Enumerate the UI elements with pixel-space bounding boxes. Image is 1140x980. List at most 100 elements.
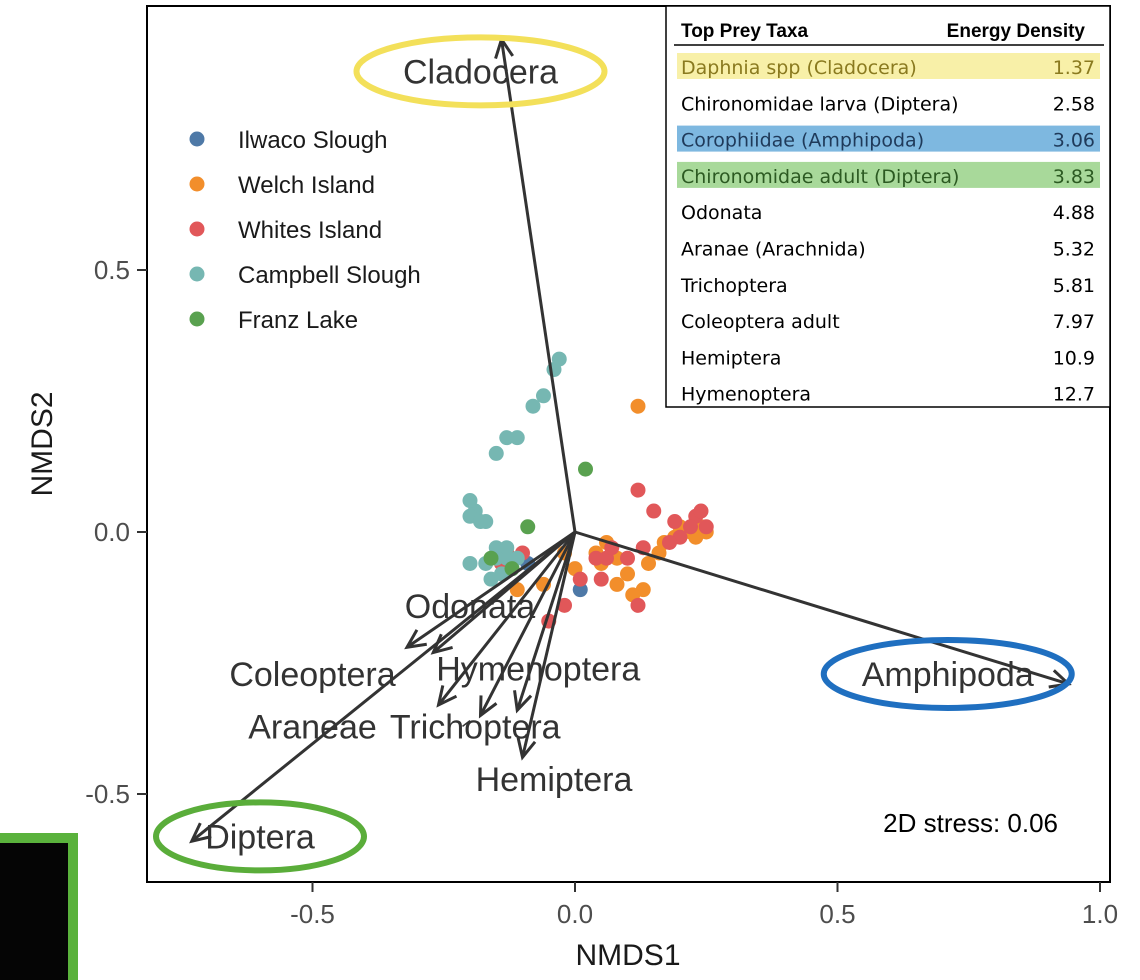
vector-line [521,531,577,758]
data-point [698,519,714,535]
data-point [499,540,515,556]
data-point [662,534,677,550]
data-point [483,550,499,566]
vector-label: Hymenoptera [436,651,640,689]
table-cell-taxon: Hymenoptera [681,384,811,406]
data-point [630,597,646,613]
data-point [462,493,478,509]
y-tick-label: 0.0 [94,517,130,547]
vector-line [500,39,577,533]
biplot-vectors: Cladocera Amphipoda Diptera Odonata Coleopte… [153,34,1075,874]
araneae-leader-line [462,720,471,727]
scatter-points [462,351,714,629]
data-point [578,461,593,477]
inset-image-frame [0,833,78,980]
stress-label: 2D stress: 0.06 [883,808,1058,838]
table-cell-value: 10.9 [1053,347,1095,369]
legend: Ilwaco Slough Welch Island Whites Island Ca… [189,127,421,334]
vector-highlight-ellipse [820,636,1075,711]
data-point [488,445,504,461]
table-cell-value: 5.81 [1053,275,1095,297]
data-point [667,514,683,530]
table-cell-value: 4.88 [1053,202,1095,224]
data-point [620,566,635,582]
vector-line [190,530,576,843]
y-axis-title: NMDS2 [26,391,59,496]
data-point [509,430,525,446]
data-point [620,550,635,566]
data-point [646,503,662,519]
data-point [462,555,478,571]
data-point [572,571,588,587]
data-point [520,519,536,535]
legend-label: Welch Island [238,172,375,199]
data-point [536,388,551,404]
vector-highlight-ellipse [353,34,608,109]
data-point [630,398,646,414]
data-point [593,571,609,587]
table-cell-value: 3.83 [1053,166,1095,188]
vector-arrowhead [189,822,212,844]
energy-density-table: Top Prey Taxa Energy Density Daphnia spp (… [665,5,1111,408]
table-cell-taxon: Hemiptera [681,347,781,369]
table-cell-taxon: Chironomidae adult (Diptera) [681,166,959,188]
x-tick-label: 0.5 [819,899,855,929]
vector-label: Coleoptera [229,656,395,694]
data-point [572,582,588,598]
data-point [609,576,625,592]
vector-arrowhead [516,737,537,761]
vector-arrowhead [478,695,498,719]
vector-arrowhead [513,690,533,714]
y-axis: -0.5 0.0 0.5 [85,255,147,809]
table-cell-taxon: Coleoptera adult [681,311,840,333]
vector-line [479,531,577,717]
vector-highlight-ellipse [153,799,367,874]
x-tick-label: -0.5 [290,899,335,929]
data-point [499,430,515,446]
vector-line [432,530,576,654]
legend-label: Franz Lake [238,307,358,334]
data-point [693,503,709,519]
table-cell-value: 5.32 [1053,239,1095,261]
table-cell-taxon: Chironomidae larva (Diptera) [681,93,959,115]
x-axis-title: NMDS1 [575,939,680,972]
vector-arrowhead [404,629,427,650]
table-cell-taxon: Odonata [681,202,762,224]
legend-label: Ilwaco Slough [238,127,387,154]
table-cell-taxon: Corophiidae (Amphipoda) [681,130,924,152]
data-point [557,597,572,613]
table-cell-value: 7.97 [1053,311,1095,333]
data-point [588,550,604,566]
table-row-highlight [677,53,1100,79]
vector-label: Diptera [205,818,315,856]
x-tick-label: 1.0 [1082,899,1118,929]
data-point [525,398,541,414]
table-cell-taxon: Aranae (Arachnida) [681,239,866,261]
vector-line [406,530,576,649]
vector-label: Cladocera [403,53,558,91]
table-cell-value: 12.7 [1053,384,1095,406]
x-axis: -0.5 0.0 0.5 1.0 [290,882,1118,929]
legend-marker [189,266,205,282]
legend-marker [189,176,205,192]
table-cell-value: 3.06 [1053,130,1095,152]
table-cell-value: 1.37 [1053,57,1095,79]
data-point [683,519,698,535]
data-point [641,555,656,571]
inset-image [0,833,78,980]
vector-line [515,531,577,711]
x-tick-label: 0.0 [557,899,593,929]
vector-line [437,531,577,706]
data-point [630,482,646,498]
legend-label: Whites Island [238,217,382,244]
table-header-energy: Energy Density [947,21,1086,42]
table-row-highlight [677,125,1100,152]
vector-label: Trichoptera [390,708,561,746]
vector-label: Hemiptera [476,761,633,799]
vector-arrowhead [430,633,453,655]
table-header-taxa: Top Prey Taxa [681,21,808,42]
vector-line [574,530,1069,686]
vector-arrowhead [436,685,458,708]
legend-marker [189,131,205,147]
legend-marker [189,221,205,237]
